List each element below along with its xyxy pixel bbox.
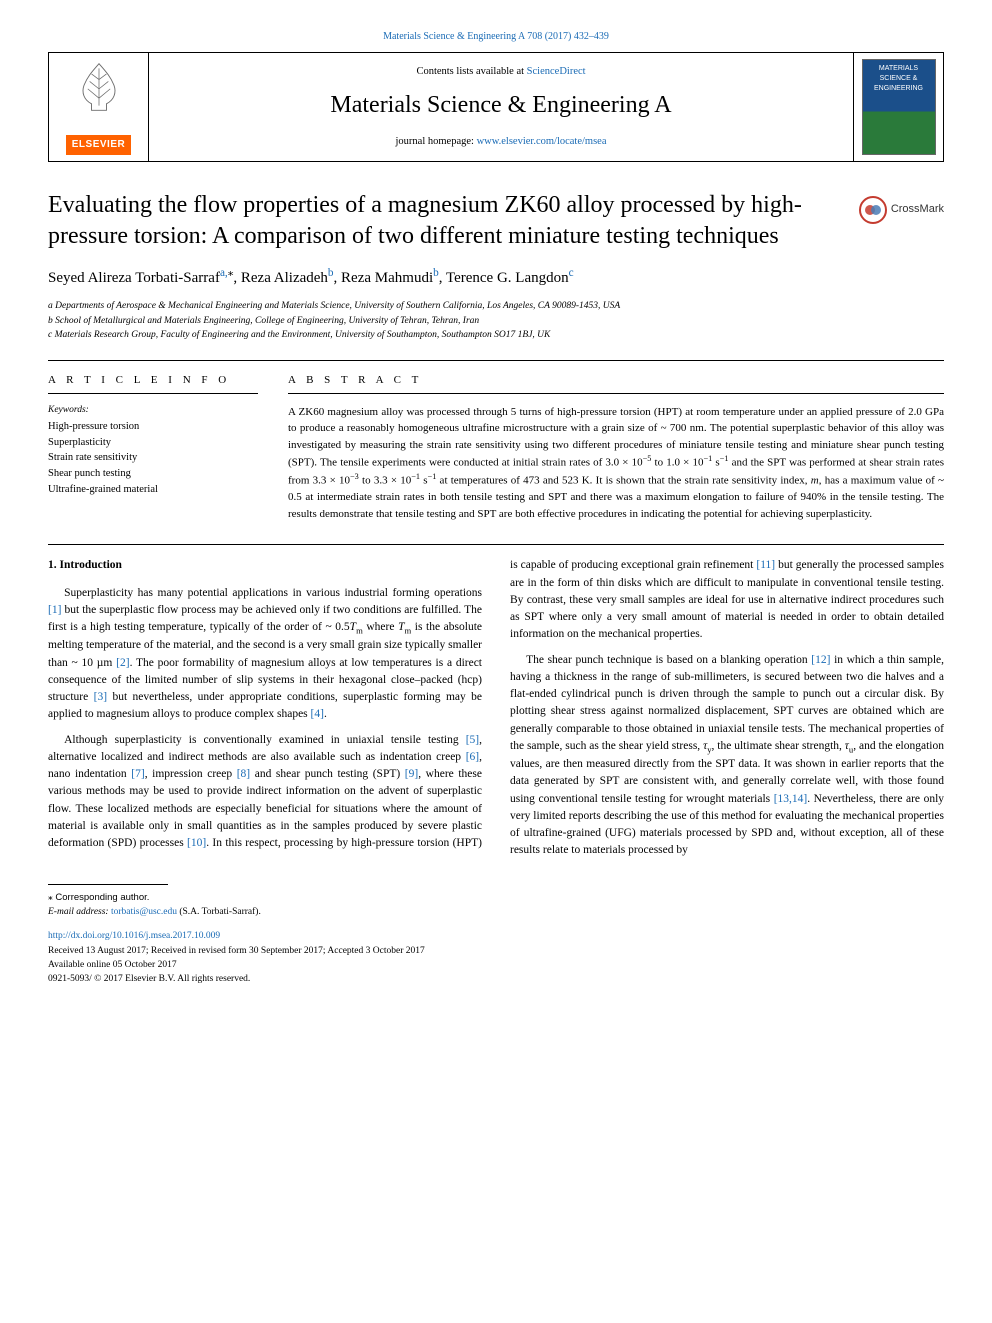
abstract-rule [288,393,944,394]
footer-rule [48,884,168,885]
authors-line: Seyed Alireza Torbati-Sarrafa,⁎, Reza Al… [48,266,944,289]
body-paragraph: The shear punch technique is based on a … [510,652,944,860]
homepage-link[interactable]: www.elsevier.com/locate/msea [477,136,607,147]
abstract-label: A B S T R A C T [288,373,944,388]
top-citation: Materials Science & Engineering A 708 (2… [48,30,944,44]
elsevier-logo: ELSEVIER [66,135,131,155]
doi-line: http://dx.doi.org/10.1016/j.msea.2017.10… [48,929,944,943]
title-row: Evaluating the flow properties of a magn… [48,190,944,266]
keywords-heading: Keywords: [48,404,258,417]
homepage-line: journal homepage: www.elsevier.com/locat… [396,135,607,150]
journal-cover-thumbnail: MATERIALS SCIENCE & ENGINEERING [862,59,936,155]
keyword: Strain rate sensitivity [48,450,258,466]
sciencedirect-link[interactable]: ScienceDirect [527,66,586,77]
footer: ⁎ Corresponding author. E-mail address: … [48,891,944,987]
journal-name: Materials Science & Engineering A [330,89,671,123]
email-link[interactable]: torbatis@usc.edu [111,907,177,917]
affiliation-c: c Materials Research Group, Faculty of E… [48,328,944,342]
homepage-prefix: journal homepage: [396,136,477,147]
divider-rule [48,360,944,361]
doi-link[interactable]: http://dx.doi.org/10.1016/j.msea.2017.10… [48,931,220,941]
keywords-list: High-pressure torsion Superplasticity St… [48,419,258,498]
divider-rule-2 [48,544,944,545]
article-title: Evaluating the flow properties of a magn… [48,190,843,252]
section-heading: 1. Introduction [48,557,482,574]
email-label: E-mail address: [48,907,111,917]
keyword: Shear punch testing [48,466,258,482]
crossmark-badge[interactable]: CrossMark [859,190,944,224]
abstract-text: A ZK60 magnesium alloy was processed thr… [288,404,944,523]
body-paragraph: Superplasticity has many potential appli… [48,585,482,724]
email-suffix: (S.A. Torbati-Sarraf). [177,907,261,917]
corr-symbol: ⁎ Corresponding author. [48,892,149,903]
cover-text: MATERIALS SCIENCE & ENGINEERING [867,64,931,93]
affiliation-a: a Departments of Aerospace & Mechanical … [48,299,944,313]
affiliation-b: b School of Metallurgical and Materials … [48,314,944,328]
affiliations: a Departments of Aerospace & Mechanical … [48,299,944,342]
cover-cell: MATERIALS SCIENCE & ENGINEERING [853,53,943,161]
keyword: High-pressure torsion [48,419,258,435]
publisher-tree-icon [71,59,127,115]
abstract-column: A B S T R A C T A ZK60 magnesium alloy w… [288,373,944,522]
journal-header-box: ELSEVIER Contents lists available at Sci… [48,52,944,162]
contents-prefix: Contents lists available at [416,66,526,77]
keyword: Superplasticity [48,435,258,451]
citation-link[interactable]: Materials Science & Engineering A 708 (2… [383,31,609,42]
article-info-column: A R T I C L E I N F O Keywords: High-pre… [48,373,258,522]
journal-info-cell: Contents lists available at ScienceDirec… [149,53,853,161]
online-line: Available online 05 October 2017 [48,958,944,972]
crossmark-icon [859,196,887,224]
info-abstract-row: A R T I C L E I N F O Keywords: High-pre… [48,373,944,522]
contents-line: Contents lists available at ScienceDirec… [416,65,585,80]
email-line: E-mail address: torbatis@usc.edu (S.A. T… [48,905,944,919]
page-container: Materials Science & Engineering A 708 (2… [0,0,992,1026]
body-columns: 1. Introduction Superplasticity has many… [48,557,944,860]
info-rule [48,393,258,394]
publisher-cell: ELSEVIER [49,53,149,161]
copyright-line: 0921-5093/ © 2017 Elsevier B.V. All righ… [48,972,944,986]
article-info-label: A R T I C L E I N F O [48,373,258,388]
corresponding-author: ⁎ Corresponding author. [48,891,944,905]
keyword: Ultrafine-grained material [48,482,258,498]
crossmark-label: CrossMark [891,202,944,217]
dates-line: Received 13 August 2017; Received in rev… [48,944,944,958]
